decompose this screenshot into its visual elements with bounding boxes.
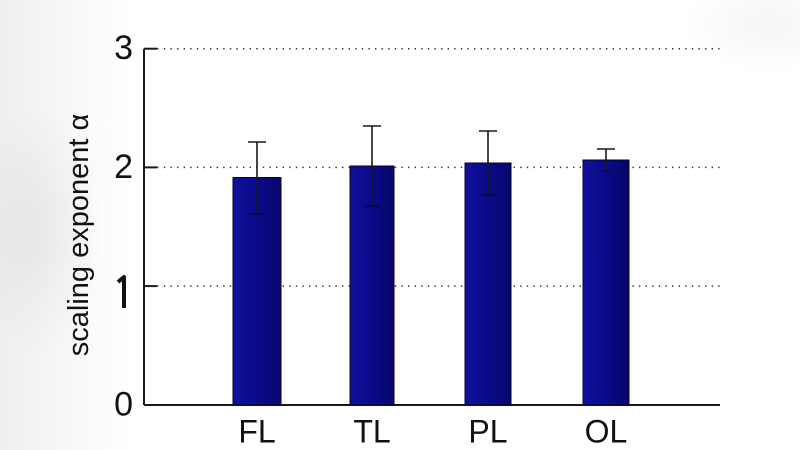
svg-text:3: 3 xyxy=(114,29,133,67)
svg-text:2: 2 xyxy=(114,148,133,186)
svg-text:scaling exponent α: scaling exponent α xyxy=(63,114,95,356)
svg-text:PL: PL xyxy=(468,413,507,449)
svg-text:TL: TL xyxy=(353,413,390,449)
svg-text:FL: FL xyxy=(238,413,275,449)
svg-text:OL: OL xyxy=(585,413,628,449)
svg-text:0: 0 xyxy=(114,386,133,424)
